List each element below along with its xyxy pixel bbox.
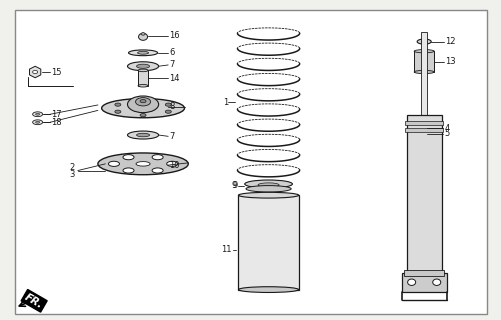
Text: 3: 3: [69, 170, 75, 179]
Text: 2: 2: [69, 163, 74, 172]
Bar: [238, 195, 298, 290]
Ellipse shape: [140, 114, 146, 117]
Ellipse shape: [152, 168, 163, 173]
Ellipse shape: [108, 161, 119, 166]
Ellipse shape: [138, 69, 148, 72]
Ellipse shape: [33, 112, 43, 117]
Text: 7: 7: [169, 60, 174, 69]
Text: 15: 15: [51, 68, 62, 76]
Ellipse shape: [36, 113, 40, 115]
Ellipse shape: [136, 162, 150, 166]
Ellipse shape: [166, 161, 177, 166]
Ellipse shape: [165, 110, 171, 113]
Ellipse shape: [141, 33, 145, 35]
Bar: [404, 128, 442, 132]
Bar: [401, 273, 446, 292]
Text: 7: 7: [169, 132, 174, 141]
Ellipse shape: [101, 99, 184, 118]
Bar: [138, 70, 148, 86]
Ellipse shape: [432, 279, 440, 285]
Bar: [406, 115, 441, 278]
Text: 6: 6: [169, 48, 174, 57]
Ellipse shape: [138, 33, 147, 40]
Ellipse shape: [140, 100, 146, 103]
Ellipse shape: [137, 52, 148, 54]
Ellipse shape: [36, 121, 40, 123]
Ellipse shape: [138, 84, 148, 87]
Text: 14: 14: [169, 74, 179, 83]
Bar: [420, 32, 426, 218]
Text: 9: 9: [232, 181, 237, 190]
Text: 11: 11: [221, 245, 231, 254]
Text: 9: 9: [231, 181, 236, 190]
Text: 8: 8: [169, 102, 174, 111]
Ellipse shape: [407, 279, 415, 285]
Text: FR.: FR.: [23, 292, 45, 310]
Bar: [413, 51, 433, 72]
Text: 1: 1: [223, 98, 228, 107]
Ellipse shape: [152, 155, 163, 160]
Ellipse shape: [413, 70, 433, 74]
Text: 10: 10: [169, 161, 179, 170]
Bar: [404, 121, 442, 125]
Ellipse shape: [135, 98, 150, 106]
Ellipse shape: [244, 180, 292, 188]
Ellipse shape: [413, 50, 433, 53]
Ellipse shape: [33, 70, 38, 74]
Ellipse shape: [420, 40, 426, 43]
Text: 5: 5: [443, 129, 448, 138]
Ellipse shape: [136, 64, 149, 68]
Text: 16: 16: [169, 31, 179, 40]
Bar: [403, 270, 443, 276]
Ellipse shape: [127, 96, 158, 113]
Text: 4: 4: [443, 124, 448, 132]
Text: 13: 13: [444, 57, 455, 66]
Ellipse shape: [115, 103, 121, 106]
Text: 17: 17: [51, 110, 62, 119]
Ellipse shape: [128, 50, 157, 56]
Text: 18: 18: [51, 118, 62, 127]
Ellipse shape: [245, 186, 291, 192]
Ellipse shape: [127, 62, 158, 71]
Ellipse shape: [238, 287, 298, 292]
Ellipse shape: [123, 168, 134, 173]
Ellipse shape: [127, 131, 158, 139]
Ellipse shape: [123, 155, 134, 160]
Ellipse shape: [115, 110, 121, 113]
Ellipse shape: [98, 153, 188, 175]
Ellipse shape: [136, 133, 149, 137]
Ellipse shape: [165, 103, 171, 106]
Polygon shape: [30, 66, 41, 78]
Ellipse shape: [238, 192, 298, 198]
Text: 12: 12: [444, 37, 455, 46]
Ellipse shape: [258, 183, 279, 187]
Ellipse shape: [33, 120, 43, 125]
Ellipse shape: [416, 39, 430, 44]
